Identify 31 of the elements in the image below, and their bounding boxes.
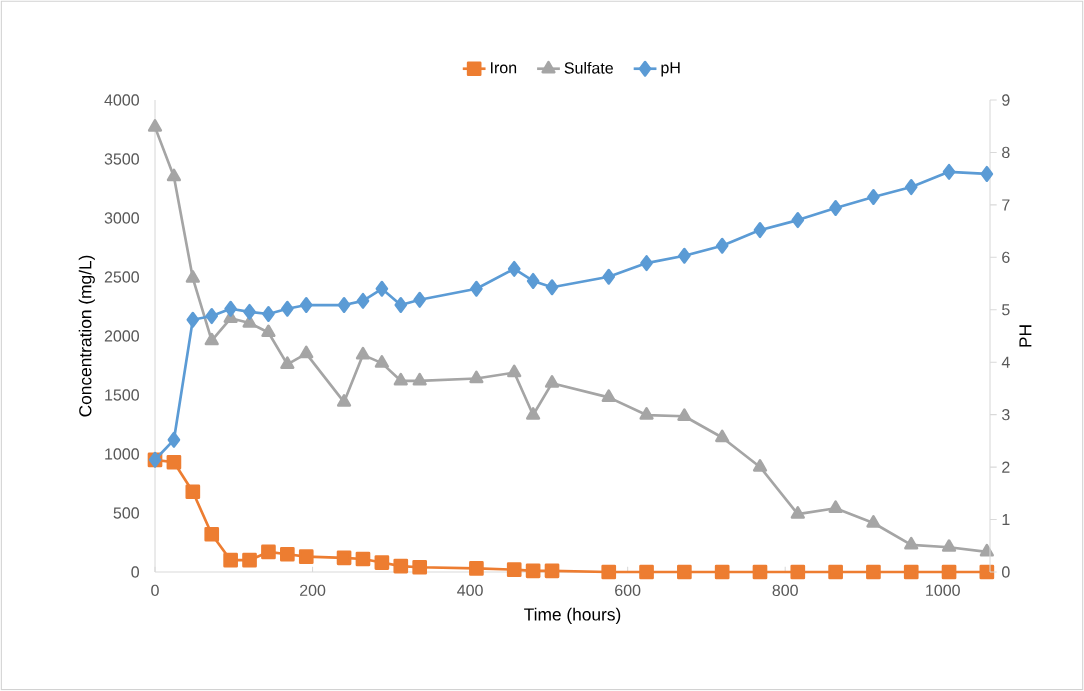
y2-tick-label: 5 — [1002, 304, 1010, 316]
y2-tick-label: 0 — [1002, 566, 1010, 578]
y-tick-label: 2500 — [104, 271, 140, 283]
x-tick-label: 200 — [300, 584, 326, 597]
y2-tick-label: 6 — [1002, 251, 1010, 263]
y2-tick-label: 4 — [1001, 356, 1010, 368]
y2-tick-label: 2 — [1002, 461, 1010, 473]
y2-axis-title: PH — [1019, 325, 1032, 347]
x-tick-label: 400 — [457, 584, 483, 597]
x-tick-label: 600 — [615, 584, 641, 597]
legend-label: Sulfate — [564, 61, 613, 74]
legend-label: Iron — [491, 62, 517, 74]
y-tick-label: 1000 — [105, 448, 140, 460]
y-tick-label: 0 — [131, 566, 140, 578]
y-tick-label: 500 — [113, 507, 140, 519]
y2-tick-label: 8 — [1002, 146, 1010, 159]
x-tick-label: 800 — [772, 584, 798, 597]
y-tick-label: 3000 — [104, 212, 140, 224]
y-tick-label: 3500 — [104, 153, 140, 165]
x-axis-title: Time (hours) — [524, 607, 621, 624]
y2-tick-label: 9 — [1002, 94, 1010, 106]
y-tick-label: 1500 — [105, 389, 140, 401]
y-tick-label: 2000 — [104, 330, 140, 342]
y2-tick-label: 1 — [1002, 514, 1010, 526]
y2-tick-label: 7 — [1002, 199, 1010, 211]
y-tick-label: 4000 — [104, 94, 140, 106]
y2-tick-label: 3 — [1001, 409, 1010, 421]
legend-label: pH — [661, 62, 680, 77]
y-axis-title: Concentration (mg/L) — [78, 255, 95, 417]
x-tick-label: 0 — [151, 584, 159, 597]
x-tick-label: 1000 — [926, 584, 960, 597]
